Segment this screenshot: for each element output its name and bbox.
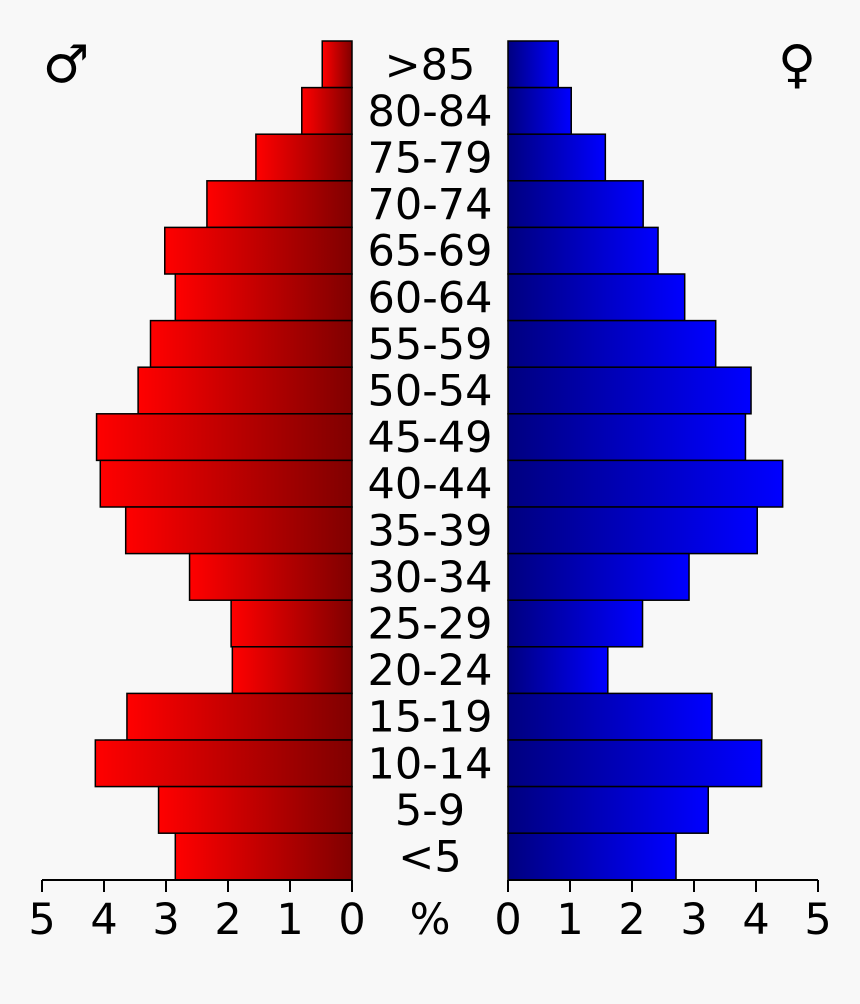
male-bars [94,40,353,881]
female-bar [507,319,717,368]
age-group-label: 5-9 [395,786,465,836]
female-bar [507,459,784,508]
age-group-label: 15-19 [368,693,493,743]
female-bar [507,785,710,834]
tick-label: 4 [90,895,117,945]
age-group-label: 50-54 [368,367,493,417]
female-bar [507,366,752,415]
female-bar [507,832,677,881]
age-group-label: 60-64 [368,273,493,323]
male-bar [99,459,353,508]
female-bar [507,133,607,182]
male-bar [94,739,353,788]
male-bar [188,552,353,601]
male-bar [137,366,353,415]
tick-label: 3 [680,895,707,945]
female-symbol: ♀ [778,35,816,95]
age-labels: >8580-8475-7970-7465-6960-6455-5950-5445… [368,40,493,882]
age-group-label: 30-34 [368,553,493,603]
tick-label: 0 [338,895,365,945]
male-bar [206,180,353,229]
male-bar [321,40,353,89]
age-group-label: 75-79 [368,134,493,184]
male-bar [255,133,353,182]
axes: 5 4 3 2 1 0% 0 1 2 3 4 5 [28,879,832,945]
tick-label: 1 [556,895,583,945]
tick-label: 2 [618,895,645,945]
age-group-label: 10-14 [368,739,493,789]
tick-label: 5 [804,895,831,945]
male-bar [149,319,353,368]
male-bar [157,785,353,834]
female-bars [507,40,784,881]
tick-label: 5 [28,895,55,945]
male-bar [95,413,353,462]
female-bar [507,226,659,275]
age-group-label: 55-59 [368,320,493,370]
male-bar [174,832,353,881]
age-group-label: 25-29 [368,600,493,650]
male-bar [230,599,353,648]
female-bar [507,552,690,601]
male-bar [126,692,353,741]
female-bar [507,40,559,89]
age-group-label: 20-24 [368,646,493,696]
male-bar [164,226,353,275]
age-group-label: 70-74 [368,180,493,230]
age-group-label: 45-49 [368,413,493,463]
male-bar [124,506,353,555]
age-group-label: 80-84 [368,87,493,137]
female-bar [507,86,572,135]
age-group-label: 65-69 [368,227,493,277]
age-group-label: 35-39 [368,506,493,556]
unit-label: % [410,895,451,945]
female-bar [507,739,763,788]
tick-label: 0 [494,895,521,945]
age-group-label: <5 [398,833,461,883]
male-bar [231,646,353,695]
tick-label: 1 [276,895,303,945]
tick-label: 4 [742,895,769,945]
female-bar [507,180,644,229]
female-bar [507,413,747,462]
male-bar [174,273,353,322]
tick-label: 3 [152,895,179,945]
male-symbol: ♂ [43,35,90,95]
female-bar [507,273,686,322]
female-bar [507,646,609,695]
age-group-label: >85 [385,40,476,90]
female-bar [507,599,644,648]
tick-label: 2 [214,895,241,945]
male-bar [301,86,353,135]
age-group-label: 40-44 [368,460,493,510]
female-bar [507,506,758,555]
female-bar [507,692,713,741]
